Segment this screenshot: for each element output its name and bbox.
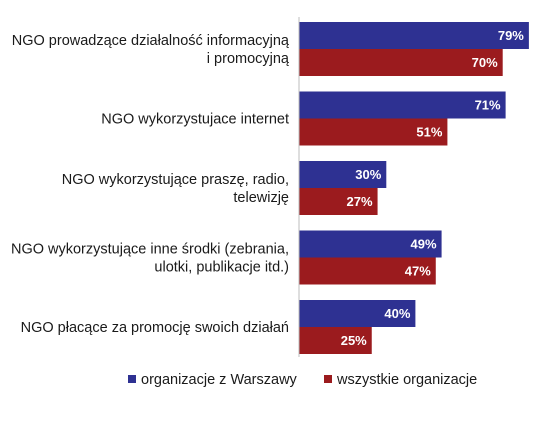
legend: organizacje z Warszawy wszystkie organiza… bbox=[128, 372, 477, 388]
bar-wszystkie-2 bbox=[299, 118, 448, 146]
data-label-warszawa-2: 71% bbox=[475, 98, 501, 113]
data-label-warszawa-1: 79% bbox=[498, 28, 524, 43]
category-label-line: telewizję bbox=[233, 190, 289, 206]
category-labels-layer: NGO prowadzące działalność informacyjną i… bbox=[11, 33, 290, 336]
category-label-line: NGO płacące za promocję swoich działań bbox=[21, 320, 289, 336]
data-label-warszawa-4: 49% bbox=[411, 237, 437, 252]
bar-wszystkie-4 bbox=[299, 257, 436, 285]
category-label-line: i promocyjną bbox=[207, 51, 290, 67]
category-label-5: NGO płacące za promocję swoich działań bbox=[21, 320, 289, 336]
data-label-warszawa-3: 30% bbox=[355, 167, 381, 182]
data-label-wszystkie-1: 70% bbox=[472, 55, 498, 70]
category-label-line: NGO wykorzystujące inne środki (zebrania… bbox=[11, 242, 289, 258]
category-label-2: NGO wykorzystujace internet bbox=[101, 112, 289, 128]
legend-label-warszawa: organizacje z Warszawy bbox=[141, 372, 298, 388]
bar-wszystkie-5 bbox=[299, 327, 372, 354]
data-label-wszystkie-2: 51% bbox=[416, 125, 442, 140]
data-label-wszystkie-5: 25% bbox=[341, 333, 367, 348]
legend-swatch-wszystkie bbox=[324, 375, 332, 383]
legend-label-wszystkie: wszystkie organizacje bbox=[336, 372, 477, 388]
data-label-warszawa-5: 40% bbox=[384, 306, 410, 321]
category-label-1: NGO prowadzące działalność informacyjną i… bbox=[12, 33, 290, 67]
category-label-line: NGO prowadzące działalność informacyjną bbox=[12, 33, 290, 49]
category-label-line: NGO wykorzystujące praszę, radio, bbox=[62, 172, 289, 188]
bar-warszawa-3 bbox=[299, 161, 387, 188]
category-label-4: NGO wykorzystujące inne środki (zebrania… bbox=[11, 242, 289, 276]
bar-warszawa-1 bbox=[299, 22, 529, 49]
data-label-wszystkie-3: 27% bbox=[347, 194, 373, 209]
bar-warszawa-4 bbox=[299, 230, 442, 258]
bar-warszawa-5 bbox=[299, 300, 416, 327]
bars-layer: 79%70% 71% 51% 30% 27% 49% 47% 40% 25% bbox=[299, 22, 529, 354]
category-label-line: NGO wykorzystujace internet bbox=[101, 112, 289, 128]
bar-warszawa-2 bbox=[299, 91, 506, 119]
bar-wszystkie-3 bbox=[299, 188, 378, 215]
data-label-wszystkie-4: 47% bbox=[405, 264, 431, 279]
bar-wszystkie-1 bbox=[299, 49, 503, 76]
category-label-3: NGO wykorzystujące praszę, radio, telewiz… bbox=[62, 172, 289, 206]
legend-swatch-warszawa bbox=[128, 375, 136, 383]
category-label-line: ulotki, publikacje itd.) bbox=[154, 260, 289, 276]
